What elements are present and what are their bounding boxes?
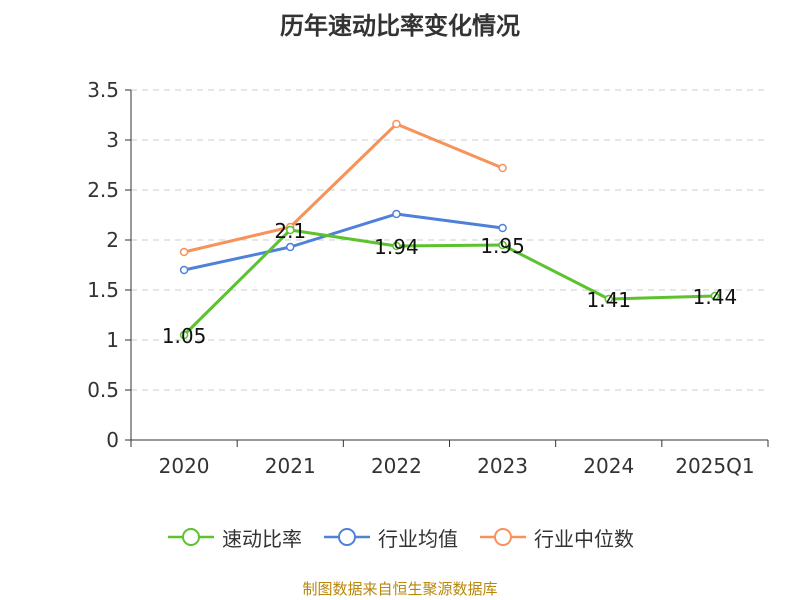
series-line — [183, 122, 504, 254]
legend-marker — [480, 528, 526, 546]
data-point — [392, 241, 401, 251]
x-tick-label: 2021 — [265, 454, 316, 478]
series-lines — [179, 119, 720, 340]
data-label: 1.41 — [586, 288, 631, 312]
data-point — [392, 209, 401, 219]
x-tick-label: 2023 — [477, 454, 528, 478]
data-label: 1.05 — [162, 324, 207, 348]
data-point — [286, 242, 295, 252]
data-point — [392, 119, 401, 129]
legend-label: 速动比率 — [222, 526, 302, 551]
axes: 0 0.5 1 1.5 2 2.5 3 3.5 2020 2021 2022 2023 2024 2025… — [87, 78, 769, 478]
data-point — [710, 291, 720, 301]
y-tick-label: 3 — [106, 128, 119, 152]
legend-label: 行业均值 — [378, 526, 458, 551]
series-line — [183, 228, 715, 337]
data-point — [179, 330, 189, 340]
x-tick-label: 2022 — [371, 454, 422, 478]
data-label: 1.95 — [480, 234, 525, 258]
series-line — [183, 212, 503, 272]
data-point — [286, 225, 295, 235]
legend-marker — [324, 528, 370, 546]
data-point — [498, 223, 507, 233]
data-labels: 1.05 2.1 1.94 1.95 1.41 1.44 — [162, 219, 737, 348]
legend-label: 行业中位数 — [534, 526, 634, 551]
legend-item: 速动比率 — [166, 523, 302, 552]
data-point — [498, 163, 507, 173]
grid-lines — [131, 89, 768, 391]
y-tick-label: 2.5 — [87, 178, 119, 202]
chart-title: 历年速动比率变化情况 — [280, 12, 520, 40]
source-note: 制图数据来自恒生聚源数据库 — [302, 580, 498, 598]
legend-marker — [168, 528, 214, 546]
data-label: 1.44 — [693, 285, 738, 309]
data-label: 2.1 — [274, 219, 306, 243]
data-point — [498, 240, 507, 250]
legend-item: 行业中位数 — [478, 523, 634, 552]
data-label: 1.94 — [374, 235, 419, 259]
y-tick-label: 1 — [106, 328, 119, 352]
data-point — [179, 247, 189, 257]
legend-item: 行业均值 — [322, 523, 458, 552]
x-tick-label: 2025Q1 — [675, 454, 754, 478]
y-tick-label: 2 — [106, 228, 119, 252]
y-tick-label: 1.5 — [87, 278, 119, 302]
data-point — [604, 294, 613, 304]
y-tick-label: 0 — [106, 428, 119, 452]
data-point — [179, 265, 189, 275]
y-tick-label: 0.5 — [87, 378, 119, 402]
legend: 速动比率 行业均值 行业中位数 — [0, 522, 800, 552]
x-tick-label: 2024 — [583, 454, 634, 478]
x-tick-label: 2020 — [159, 454, 210, 478]
y-tick-label: 3.5 — [87, 78, 119, 102]
